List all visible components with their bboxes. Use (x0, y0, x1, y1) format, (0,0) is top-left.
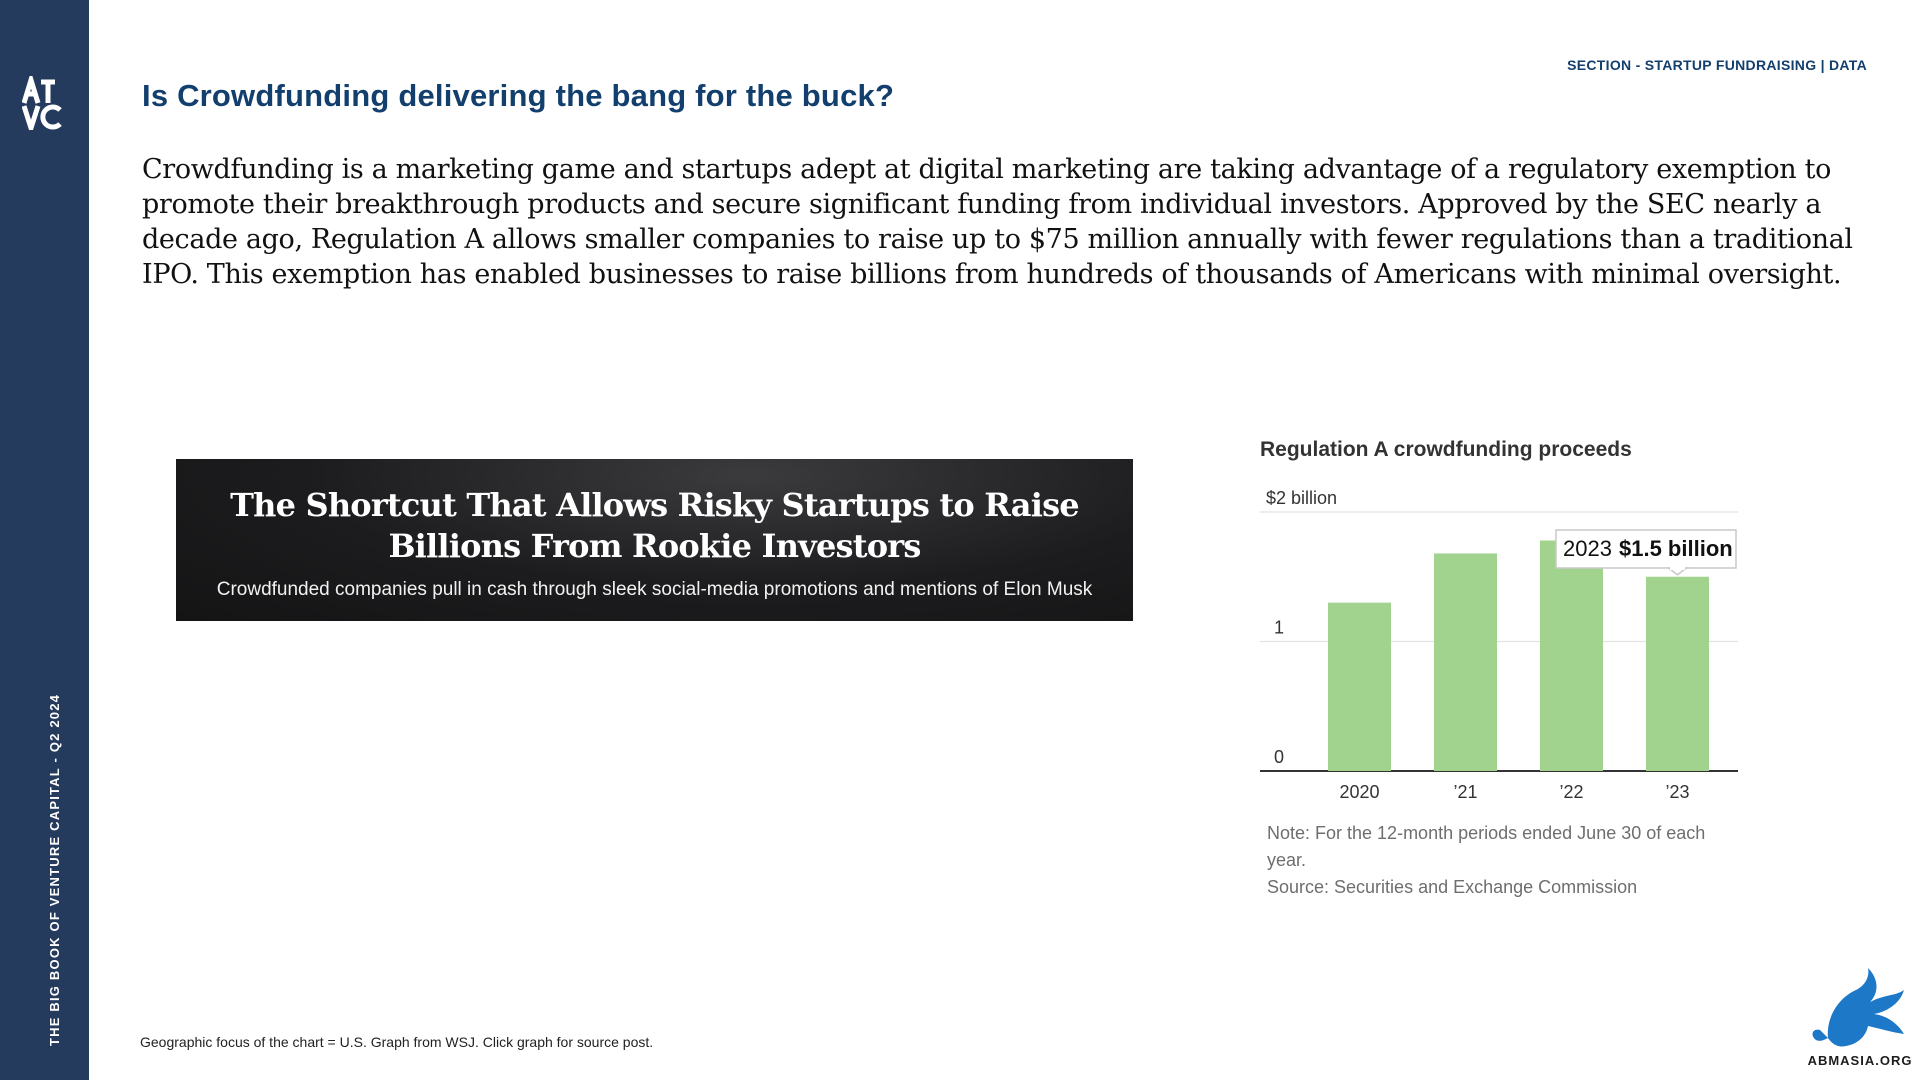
chart-labels: 0 1 $2 billion 2020 ’21 ’22 ’23 (1266, 488, 1690, 802)
chart-bar-2020 (1328, 602, 1391, 771)
abmasia-bird-logo: ABMASIA.ORG (1808, 968, 1912, 1068)
intro-paragraph: Crowdfunding is a marketing game and sta… (142, 154, 1853, 290)
chart-annotation-value: $1.5 billion (1619, 536, 1733, 561)
chart-y-tick-label: $2 billion (1266, 488, 1337, 508)
chart-note: Note: For the 12-month periods ended Jun… (1267, 820, 1737, 901)
chart-x-tick-label: 2020 (1339, 782, 1379, 802)
chart-annotation-pointer-mask (1670, 566, 1685, 570)
chart-bars (1328, 540, 1709, 771)
chart-x-tick-label: ’21 (1453, 782, 1477, 802)
article-subheadline: Crowdfunded companies pull in cash throu… (216, 579, 1093, 600)
chart-y-tick-label: 1 (1274, 618, 1284, 638)
page-title: Is Crowdfunding delivering the bang for … (142, 78, 895, 113)
atvc-logo (22, 76, 62, 130)
chart-annotation-year: 2023 (1563, 536, 1612, 561)
article-headline-banner[interactable]: The Shortcut That Allows Risky Startups … (176, 459, 1133, 621)
chart-x-tick-label: ’22 (1559, 782, 1583, 802)
article-headline: The Shortcut That Allows Risky Startups … (230, 486, 1080, 565)
section-label: SECTION - STARTUP FUNDRAISING | DATA (1567, 57, 1867, 73)
watermark-text: ABMASIA.ORG (1808, 1053, 1912, 1068)
sidebar-vertical-text: THE BIG BOOK OF VENTURE CAPITAL - Q2 202… (47, 693, 62, 1046)
chart-annotation-box (1555, 529, 1737, 569)
chart-y-tick-label: 0 (1274, 747, 1284, 767)
chart-bar-’22 (1540, 540, 1603, 771)
chart-bar-’23 (1646, 576, 1709, 771)
footnote: Geographic focus of the chart = U.S. Gra… (140, 1034, 654, 1050)
chart-source-text: Source: Securities and Exchange Commissi… (1267, 877, 1638, 897)
chart-title: Regulation A crowdfunding proceeds (1260, 438, 1632, 461)
crowdfunding-bar-chart[interactable]: Regulation A crowdfunding proceeds 0 1 $2 … (1260, 430, 1740, 910)
chart-note-text: Note: For the 12-month periods ended Jun… (1267, 823, 1706, 870)
chart-x-tick-label: ’23 (1665, 782, 1689, 802)
chart-annotation: 2023 $1.5 billion (1555, 529, 1737, 576)
sidebar: THE BIG BOOK OF VENTURE CAPITAL - Q2 202… (0, 0, 89, 1080)
chart-bar-’21 (1434, 553, 1497, 771)
